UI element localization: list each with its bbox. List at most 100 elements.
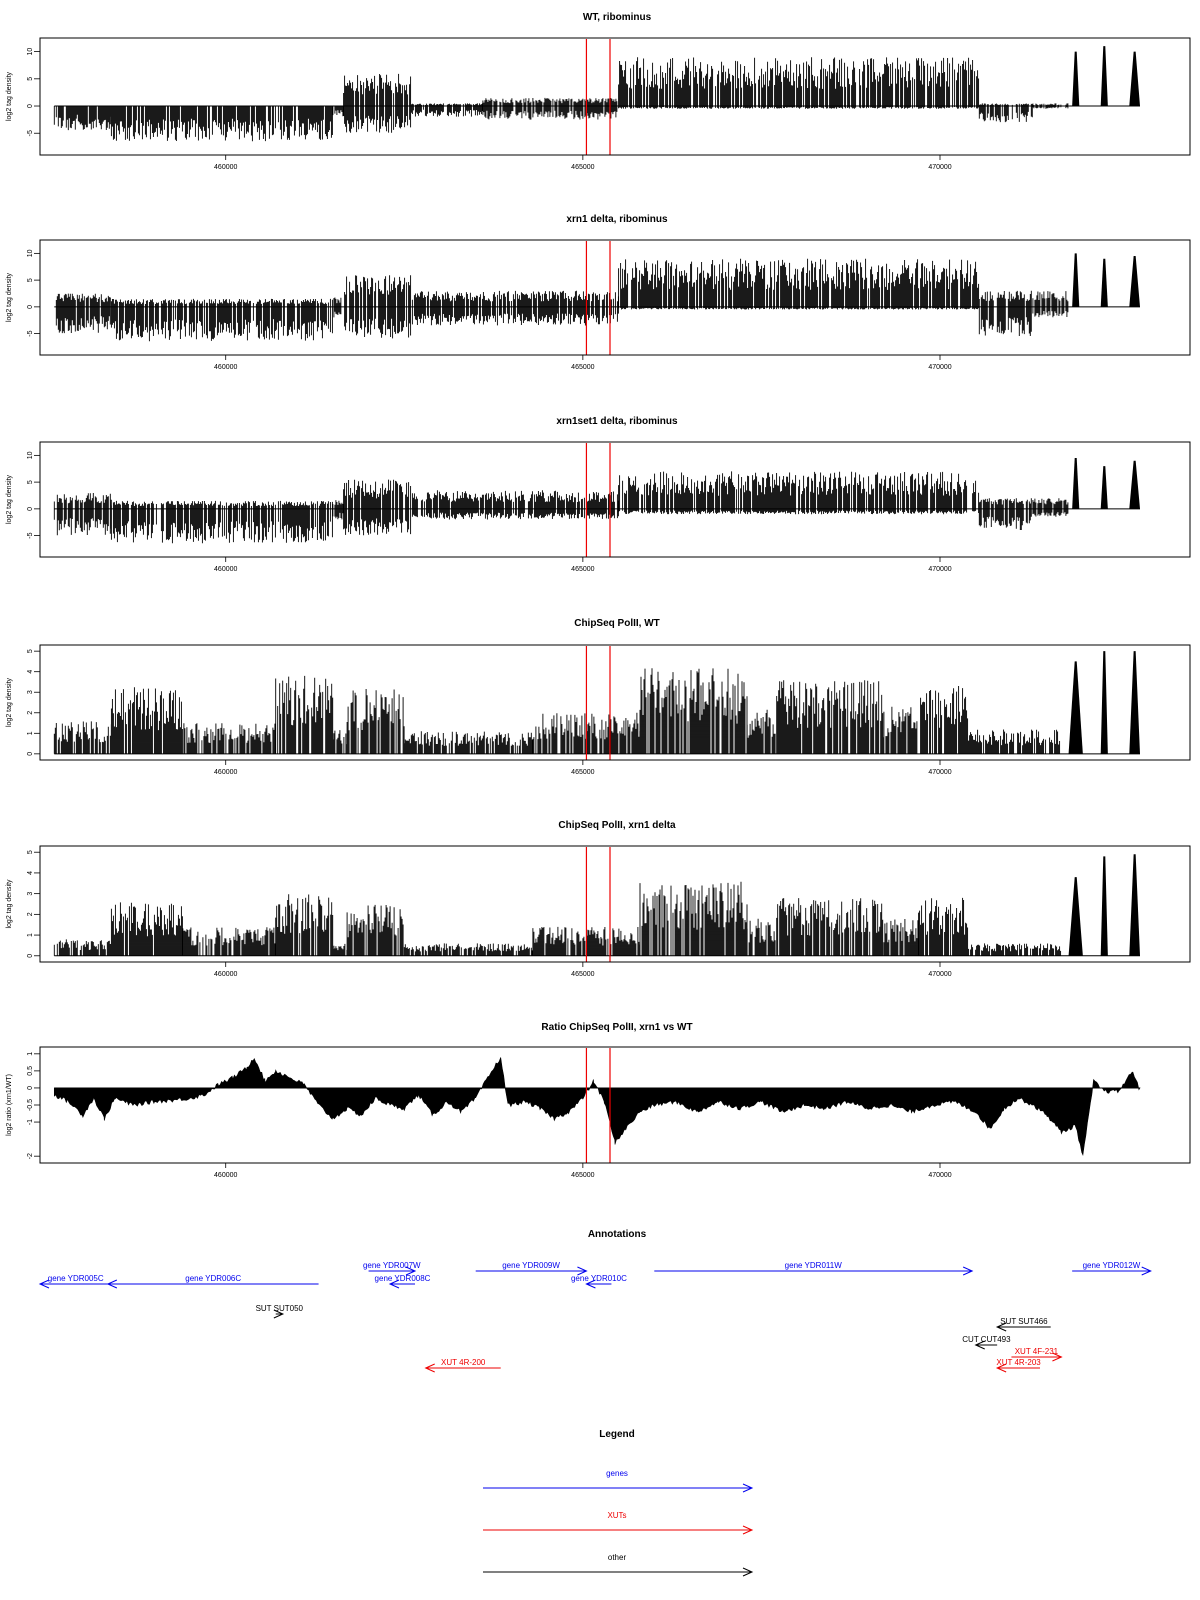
arrow-head: [974, 1340, 985, 1350]
y-tick-label: 5: [27, 649, 34, 653]
arrow-head: [742, 1483, 754, 1493]
arrow-head: [742, 1525, 754, 1535]
feature-gene: gene YDR011W: [654, 1261, 974, 1276]
y-tick-label: 0: [27, 104, 34, 108]
panel-title: xrn1 delta, ribominus: [566, 214, 668, 225]
y-axis-label: log2 tag density: [6, 272, 13, 322]
legend-label: XUTs: [607, 1511, 626, 1520]
y-tick-label: 1: [27, 1052, 34, 1056]
y-tick-label: -5: [27, 130, 34, 136]
arrow-head: [585, 1279, 596, 1289]
signal-peak: [1129, 460, 1140, 509]
ratio-area: [53, 1057, 1141, 1156]
x-tick-label: 470000: [928, 971, 951, 978]
feature-gene: gene YDR008C: [375, 1274, 431, 1289]
signal-peak: [1072, 458, 1080, 509]
signal-peak: [1129, 651, 1140, 754]
y-tick-label: -5: [27, 532, 34, 538]
panel-6: Ratio ChipSeq PolII, xrn1 vs WT log2 rati…: [6, 1022, 1191, 1179]
y-tick-label: 0: [27, 1086, 34, 1090]
feature-gene: gene YDR012W: [1072, 1261, 1152, 1276]
feature-label: SUT SUT466: [1000, 1317, 1048, 1326]
x-tick-label: 465000: [571, 1172, 594, 1179]
y-tick-label: 0.5: [27, 1066, 34, 1076]
y-tick-label: 0: [27, 305, 34, 309]
y-tick-label: 3: [27, 690, 34, 694]
arrow-head: [38, 1279, 50, 1289]
legend-label: other: [608, 1553, 627, 1562]
signal-peak: [1072, 51, 1080, 107]
arrow-head: [995, 1322, 1007, 1332]
y-tick-label: 10: [27, 48, 34, 56]
x-tick-label: 470000: [928, 364, 951, 371]
arrow-head: [742, 1567, 754, 1577]
y-axis-label: log2 tag density: [6, 879, 13, 929]
legend-item-gene: genes: [483, 1469, 754, 1493]
y-tick-label: -1: [27, 1119, 34, 1125]
feature-label: gene YDR008C: [375, 1274, 431, 1283]
y-axis-label: log2 ratio (xrn1/WT): [6, 1074, 13, 1136]
y-tick-label: 1: [27, 933, 34, 937]
feature-other: SUT SUT050: [256, 1304, 304, 1319]
plot-frame: [39, 441, 1191, 558]
signal-peak: [1068, 661, 1083, 754]
signal-peak: [1129, 854, 1140, 956]
y-tick-label: 10: [27, 249, 34, 257]
y-tick-label: 0: [27, 507, 34, 511]
arrow-head: [106, 1279, 118, 1289]
signal-peak: [1072, 253, 1080, 307]
x-tick-label: 460000: [214, 164, 237, 171]
y-tick-label: 5: [27, 278, 34, 282]
plot-frame: [39, 644, 1191, 761]
plot-frame: [39, 239, 1191, 356]
panel-3: xrn1set1 delta, ribominus log2 tag densit…: [6, 416, 1191, 573]
feature-xut: XUT 4F-231: [1011, 1347, 1063, 1362]
signal-bars: [53, 881, 1062, 956]
feature-other: SUT SUT466: [995, 1317, 1051, 1332]
x-tick-label: 470000: [928, 1172, 951, 1179]
signal-peak: [1100, 856, 1108, 956]
x-tick-label: 460000: [214, 566, 237, 573]
signal-peak: [1100, 466, 1108, 509]
x-tick-label: 460000: [214, 971, 237, 978]
feature-label: gene YDR006C: [185, 1274, 241, 1283]
panel-2: xrn1 delta, ribominus log2 tag density -5 0…: [6, 214, 1191, 371]
feature-label: gene YDR012W: [1083, 1261, 1141, 1270]
feature-label: gene YDR010C: [571, 1274, 627, 1283]
arrow-head: [388, 1279, 400, 1289]
plot-frame: [39, 37, 1191, 156]
y-tick-label: 5: [27, 77, 34, 81]
signal-bars: [55, 258, 1069, 342]
signal-peak: [1100, 46, 1108, 107]
panel-title: ChipSeq PolII, WT: [574, 618, 660, 629]
feature-label: XUT 4R-200: [441, 1358, 486, 1367]
feature-label: XUT 4R-203: [996, 1358, 1041, 1367]
x-tick-label: 470000: [928, 769, 951, 776]
legend-item-other: other: [483, 1553, 754, 1577]
panel-title: WT, ribominus: [583, 12, 652, 23]
arrow-head: [962, 1266, 974, 1276]
signal-peak: [1100, 258, 1108, 307]
y-tick-label: 10: [27, 451, 34, 459]
x-tick-label: 465000: [571, 364, 594, 371]
x-tick-label: 470000: [928, 566, 951, 573]
y-tick-label: 1: [27, 731, 34, 735]
x-tick-label: 465000: [571, 971, 594, 978]
plot-frame: [39, 845, 1191, 963]
feature-gene: gene YDR007W: [363, 1261, 421, 1276]
feature-label: gene YDR011W: [785, 1261, 843, 1270]
panel-5: ChipSeq PolII, xrn1 delta log2 tag densit…: [6, 820, 1191, 978]
x-tick-label: 465000: [571, 769, 594, 776]
y-tick-label: 2: [27, 912, 34, 916]
feature-gene: gene YDR010C: [571, 1274, 627, 1289]
x-tick-label: 460000: [214, 769, 237, 776]
signal-peak: [1100, 651, 1108, 754]
x-tick-label: 460000: [214, 364, 237, 371]
feature-label: CUT CUT493: [962, 1335, 1011, 1344]
y-tick-label: 2: [27, 711, 34, 715]
signal-peak: [1068, 877, 1083, 956]
feature-xut: XUT 4R-203: [995, 1358, 1041, 1373]
y-tick-label: 0: [27, 954, 34, 958]
y-tick-label: -5: [27, 330, 34, 336]
